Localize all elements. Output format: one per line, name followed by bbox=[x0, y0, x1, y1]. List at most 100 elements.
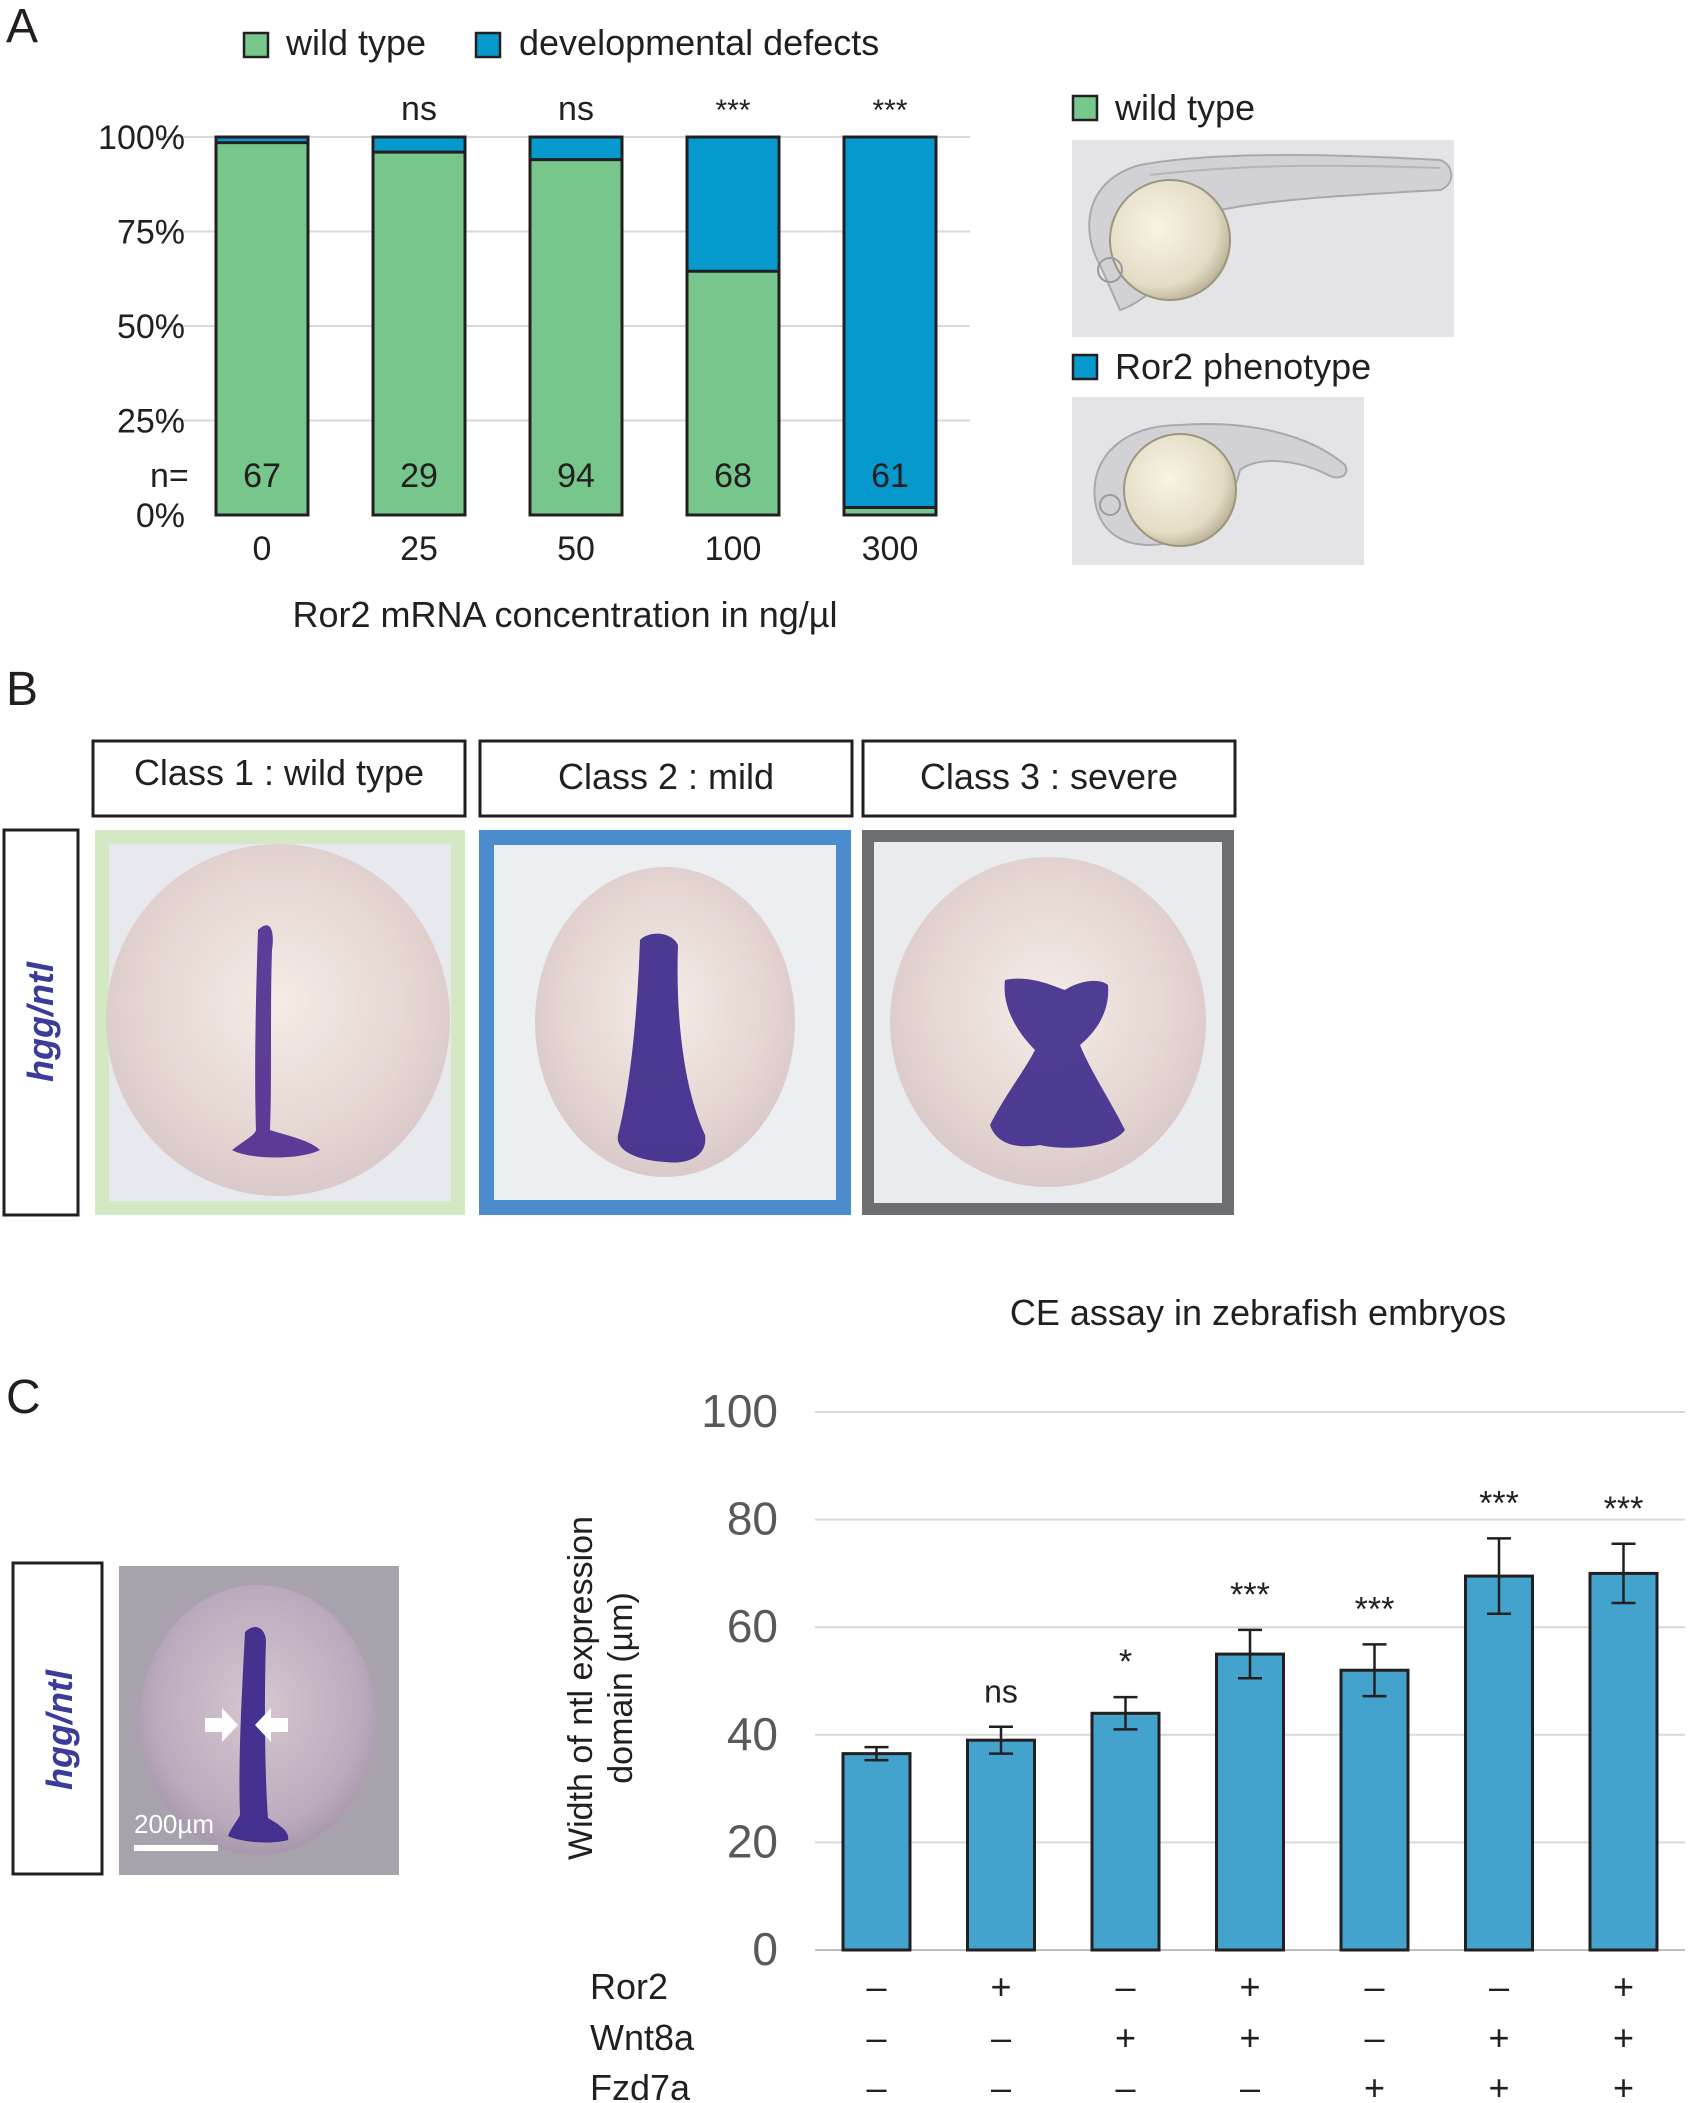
bar-c bbox=[966, 1738, 1036, 1952]
bar-outline bbox=[528, 135, 624, 517]
y-tick-label-a: 0% bbox=[136, 497, 185, 535]
x-tick-label-a: 50 bbox=[557, 530, 595, 568]
significance-label-c: *** bbox=[1230, 1576, 1270, 1614]
n-value-label: 94 bbox=[557, 457, 595, 495]
bar-c bbox=[1464, 1574, 1534, 1952]
bar-c bbox=[841, 1752, 912, 1952]
bar-outline bbox=[371, 135, 467, 517]
bar-defects bbox=[687, 137, 779, 272]
bar-defects bbox=[216, 137, 308, 143]
row-label-box-c: hgg/ntl bbox=[11, 1561, 104, 1876]
measurement-embryo-photo: 200µm bbox=[119, 1566, 399, 1875]
panel-b-letter: B bbox=[6, 663, 38, 716]
scale-bar bbox=[134, 1845, 218, 1851]
side-swatch-phenotype bbox=[1071, 353, 1099, 381]
arrow-right-icon bbox=[205, 1708, 238, 1742]
x-tick-label-a: 25 bbox=[400, 530, 438, 568]
n-label: n= bbox=[150, 457, 189, 495]
condition-mark: – bbox=[866, 1966, 886, 2007]
condition-mark: + bbox=[1364, 2067, 1385, 2103]
side-label-wild-type: wild type bbox=[1114, 87, 1255, 128]
condition-mark: – bbox=[866, 2017, 886, 2058]
condition-mark: + bbox=[1239, 1966, 1260, 2007]
bar-outline bbox=[842, 135, 938, 517]
class-label-box-3: Class 3 : severe bbox=[861, 739, 1237, 818]
bar-defects bbox=[373, 137, 465, 153]
arrow-left-icon bbox=[255, 1708, 288, 1742]
class-1-embryo-photo bbox=[95, 830, 465, 1215]
y-axis-label-c: Width of ntl expressiondomain (µm) bbox=[562, 1516, 640, 1860]
condition-name: Wnt8a bbox=[590, 2017, 695, 2058]
bar-c bbox=[1339, 1668, 1410, 1952]
n-value-label: 68 bbox=[714, 457, 752, 495]
bar-wild-type bbox=[373, 152, 465, 515]
legend-label-wild-type: wild type bbox=[285, 22, 426, 63]
bar-outline bbox=[214, 135, 310, 517]
condition-mark: – bbox=[1115, 2067, 1135, 2103]
bar-c bbox=[1090, 1711, 1161, 1952]
bar-wild-type bbox=[216, 142, 308, 516]
legend-swatch-wild-type bbox=[242, 31, 270, 59]
legend-swatch-defects bbox=[474, 31, 502, 59]
stacked-bar-chart-a: 0% 25% 50% 75% 100% 67 0 29 25 ns 94 50 ns 68 100 *** 61… bbox=[98, 90, 970, 568]
y-tick-label-c: 0 bbox=[752, 1923, 778, 1975]
bar-chart-c: CE assay in zebrafish embryos 0 20 40 60 80 10… bbox=[562, 1292, 1685, 1975]
chart-title-c: CE assay in zebrafish embryos bbox=[1010, 1292, 1506, 1333]
condition-mark: + bbox=[1488, 2067, 1509, 2103]
significance-label-c: * bbox=[1119, 1643, 1132, 1681]
class-3-embryo-photo bbox=[862, 830, 1234, 1215]
condition-mark: + bbox=[990, 1966, 1011, 2007]
wild-type-embryo-photo bbox=[1072, 140, 1454, 337]
y-tick-label-c: 80 bbox=[727, 1493, 778, 1545]
significance-label-c: *** bbox=[1355, 1590, 1395, 1628]
side-label-phenotype: Ror2 phenotype bbox=[1115, 346, 1371, 387]
legend-a: wild type developmental defects bbox=[242, 22, 879, 63]
side-swatch-wild-type bbox=[1071, 94, 1099, 122]
significance-label-a: ns bbox=[401, 90, 437, 128]
condition-mark: – bbox=[866, 2067, 886, 2103]
condition-mark: – bbox=[1364, 2017, 1384, 2058]
significance-label-c: ns bbox=[984, 1674, 1018, 1710]
condition-mark: + bbox=[1239, 2017, 1260, 2058]
legend-label-defects: developmental defects bbox=[519, 22, 879, 63]
x-tick-label-a: 100 bbox=[705, 530, 762, 568]
row-label-c: hgg/ntl bbox=[39, 1669, 80, 1790]
condition-mark: – bbox=[1364, 1966, 1384, 2007]
significance-label-a: *** bbox=[872, 94, 907, 127]
bar-wild-type bbox=[687, 271, 779, 515]
condition-mark: + bbox=[1488, 2017, 1509, 2058]
condition-mark: – bbox=[1115, 1966, 1135, 2007]
x-tick-label-a: 0 bbox=[253, 530, 272, 568]
condition-mark: – bbox=[991, 2017, 1011, 2058]
y-tick-label-a: 25% bbox=[117, 403, 185, 441]
y-tick-label-c: 40 bbox=[727, 1708, 778, 1760]
y-tick-label-a: 75% bbox=[117, 214, 185, 252]
y-tick-label-a: 50% bbox=[117, 308, 185, 346]
row-label-b: hgg/ntl bbox=[20, 961, 61, 1082]
y-tick-label-c: 100 bbox=[701, 1385, 778, 1437]
condition-mark: – bbox=[1489, 1966, 1509, 2007]
x-tick-label-a: 300 bbox=[862, 530, 919, 568]
condition-table: Ror2 – + – + – – + Wnt8a – – + + – + + Fzd7a – – – – + + + bbox=[590, 1966, 1634, 2103]
condition-mark: – bbox=[1240, 2067, 1260, 2103]
class-label-box-1: Class 1 : wild type bbox=[91, 739, 467, 818]
side-legend: wild type Ror2 phenotype bbox=[1071, 87, 1371, 387]
significance-label-c: *** bbox=[1604, 1490, 1644, 1528]
y-axis-label-line-1: Width of ntl expression bbox=[562, 1516, 600, 1860]
n-value-label: 61 bbox=[871, 457, 909, 495]
significance-label-c: *** bbox=[1479, 1484, 1519, 1522]
class-label-3: Class 3 : severe bbox=[920, 756, 1178, 797]
condition-mark: + bbox=[1613, 2067, 1634, 2103]
row-label-box-b: hgg/ntl bbox=[2, 828, 80, 1217]
bar-wild-type bbox=[530, 159, 622, 515]
bar-c bbox=[1588, 1571, 1659, 1952]
bar-defects bbox=[530, 137, 622, 160]
condition-mark: + bbox=[1115, 2017, 1136, 2058]
ror2-phenotype-embryo-photo bbox=[1072, 397, 1364, 565]
y-tick-label-c: 20 bbox=[727, 1815, 778, 1867]
class-label-2: Class 2 : mild bbox=[558, 756, 774, 797]
condition-mark: + bbox=[1613, 1966, 1634, 2007]
panel-a-letter: A bbox=[6, 0, 38, 53]
y-tick-label-a: 100% bbox=[98, 119, 185, 157]
